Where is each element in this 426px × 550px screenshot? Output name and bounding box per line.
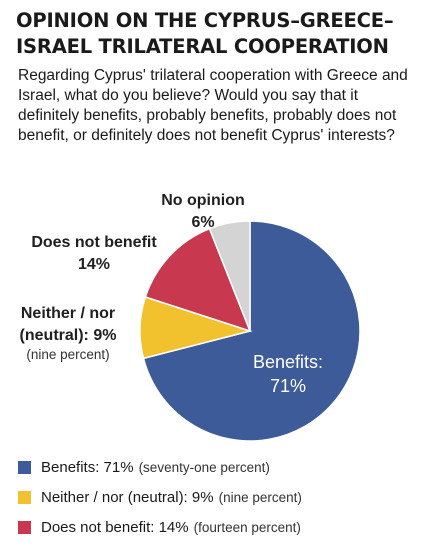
no-opinion-label-value: 6% (191, 214, 215, 231)
legend-swatch-benefits (18, 460, 31, 474)
legend-note: (seventy-one percent) (138, 459, 270, 475)
no-opinion-label: No opinion 6% (148, 190, 258, 234)
legend-note: (fourteen percent) (193, 519, 301, 535)
chart-title: OPINION ON THE CYPRUS–GREECE– ISRAEL TRI… (16, 8, 416, 60)
legend-item-does-not-benefit: Does not benefit: 14% (fourteen percent) (18, 515, 302, 539)
legend-item-benefits: Benefits: 71% (seventy-one percent) (18, 455, 302, 479)
title-line-1: OPINION ON THE CYPRUS–GREECE– (16, 9, 394, 32)
legend: Benefits: 71% (seventy-one percent) Neit… (18, 455, 302, 545)
pie-slice-does-not-benefit (144, 227, 252, 333)
survey-question: Regarding Cyprus' trilateral cooperation… (18, 67, 408, 144)
benefits-slice-label: Benefits: 71% (228, 350, 348, 398)
neither-label: Neither / nor (neutral): 9% (nine percen… (10, 303, 126, 362)
legend-swatch-does-not-benefit (18, 520, 31, 534)
legend-item-neither: Neither / nor (neutral): 9% (nine percen… (18, 485, 302, 509)
benefits-slice-label-name: Benefits: (252, 352, 324, 372)
pie-slice-no-opinion (208, 220, 251, 332)
benefits-slice-label-value: 71% (269, 376, 307, 396)
not-benefit-label-value: 14% (77, 256, 111, 273)
legend-label: Benefits: 71% (41, 458, 134, 476)
legend-note: (nine percent) (218, 489, 302, 505)
legend-label: Does not benefit: 14% (41, 518, 189, 536)
neither-label-name: Neither / nor (20, 305, 116, 322)
no-opinion-label-name: No opinion (161, 192, 245, 209)
legend-label: Neither / nor (neutral): 9% (41, 488, 214, 506)
neither-label-note: (nine percent) (26, 347, 110, 362)
neither-label-value: (neutral): 9% (19, 327, 117, 344)
title-line-2: ISRAEL TRILATERAL COOPERATION (16, 35, 389, 58)
not-benefit-label: Does not benefit 14% (24, 232, 164, 276)
not-benefit-label-name: Does not benefit (31, 234, 157, 251)
legend-swatch-neither (18, 490, 31, 504)
